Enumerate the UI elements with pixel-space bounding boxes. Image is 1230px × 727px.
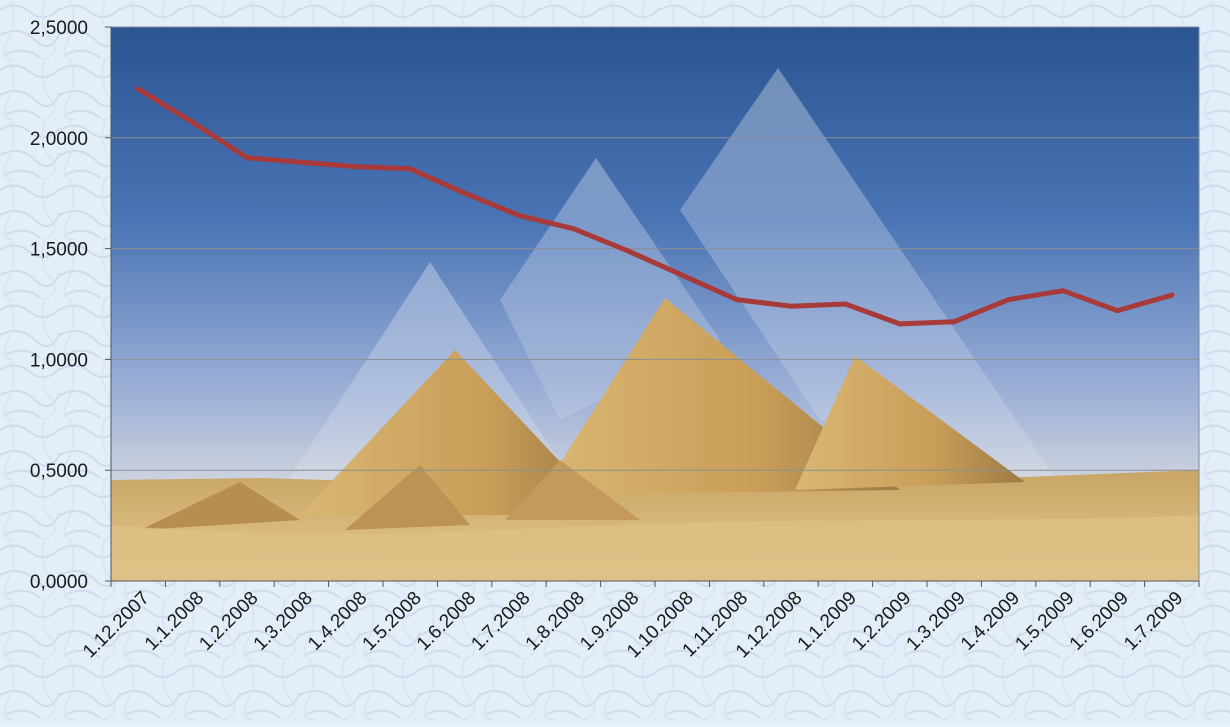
- y-tick-label: 0,0000: [30, 572, 88, 593]
- data-point: [1006, 297, 1012, 303]
- pyramid-center: [540, 298, 900, 495]
- data-point: [897, 321, 903, 327]
- data-point: [298, 159, 304, 165]
- data-point: [625, 248, 631, 254]
- data-point: [951, 319, 957, 325]
- data-point: [1114, 308, 1120, 314]
- data-point: [353, 164, 359, 170]
- pyramid-left: [300, 350, 610, 515]
- pyramid-small-front: [345, 465, 470, 530]
- data-point: [135, 86, 141, 92]
- data-point: [734, 297, 740, 303]
- data-point: [1060, 288, 1066, 294]
- data-point: [516, 212, 522, 218]
- y-tick-label: 1,0000: [30, 350, 88, 371]
- data-point: [788, 303, 794, 309]
- pyramid-small-left: [140, 482, 300, 530]
- plot-area: [111, 27, 1199, 581]
- data-point: [190, 119, 196, 125]
- data-point: [407, 166, 413, 172]
- pyramid-small-center: [505, 460, 640, 520]
- y-tick-label: 1,5000: [30, 240, 88, 261]
- series-line: [135, 86, 1175, 327]
- data-point: [842, 301, 848, 307]
- y-tick-label: 0,5000: [30, 461, 88, 482]
- data-point: [462, 190, 468, 196]
- ghost-pyramid-right: [680, 68, 1070, 500]
- gridlines: [111, 137, 1199, 471]
- y-tick-label: 2,5000: [30, 18, 88, 39]
- data-point: [1169, 292, 1175, 298]
- data-point: [244, 155, 250, 161]
- y-axis: 0,0000 0,5000 1,0000 1,5000 2,0000 2,5000: [30, 18, 112, 593]
- data-point: [570, 226, 576, 232]
- y-tick-label: 2,0000: [30, 129, 88, 150]
- sand-foreground: [111, 515, 1199, 581]
- pyramid-right: [795, 356, 1025, 490]
- series-layer: [135, 86, 1175, 327]
- data-point: [679, 272, 685, 278]
